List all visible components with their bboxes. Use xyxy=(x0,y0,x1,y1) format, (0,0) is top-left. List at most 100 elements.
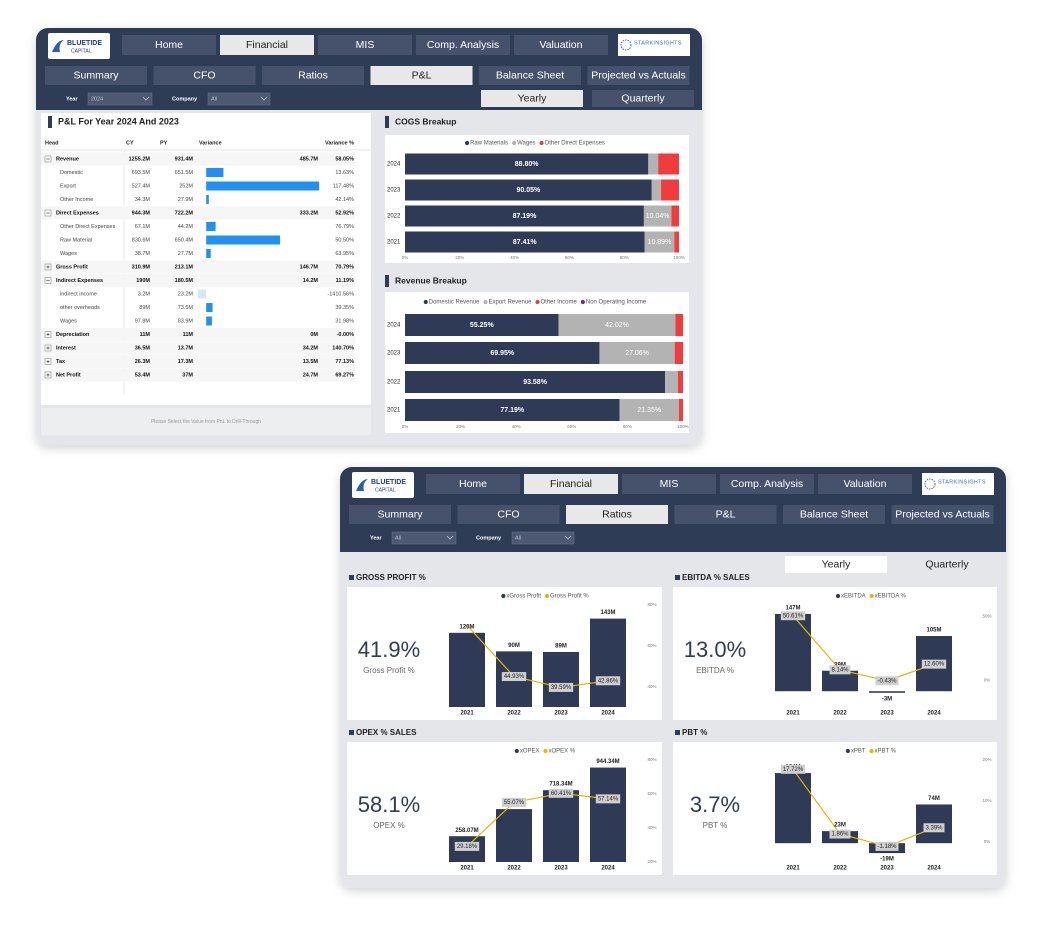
nav-button[interactable] xyxy=(720,474,814,494)
nav-button[interactable] xyxy=(622,474,716,494)
category-label: 2022 xyxy=(387,380,401,386)
x-tick-label: 2021 xyxy=(786,711,800,717)
tab-button[interactable] xyxy=(457,505,560,524)
nav-button[interactable] xyxy=(818,474,912,494)
row-head: Wages xyxy=(60,251,77,257)
row-py: 17.3M xyxy=(178,359,194,365)
kpi-value: 13.0% xyxy=(684,637,746,662)
nav-button[interactable] xyxy=(220,35,314,55)
filter-label: Year xyxy=(66,96,78,102)
period-button[interactable] xyxy=(785,556,887,573)
logo-name: BLUETIDE xyxy=(67,40,102,47)
nav-button[interactable] xyxy=(426,474,520,494)
line-label-box xyxy=(780,764,806,774)
row-variance-pct: 70.79% xyxy=(335,264,354,270)
row-cy: 944.3M xyxy=(132,210,151,216)
drill-note: Please Select the Value from PnL to Dril… xyxy=(151,419,261,425)
row-band xyxy=(41,206,355,220)
x-tick-label: 2024 xyxy=(601,866,615,872)
tab-button[interactable] xyxy=(891,505,994,524)
row-py: 651.5M xyxy=(175,170,194,176)
filter-dropdown[interactable] xyxy=(511,531,575,545)
tab-label: Ratios xyxy=(602,508,632,520)
row-py: 27.7M xyxy=(178,251,194,257)
variance-bar xyxy=(206,181,320,191)
tab-button[interactable] xyxy=(45,66,147,85)
tab-button[interactable] xyxy=(153,66,256,85)
tab-button[interactable] xyxy=(262,66,364,85)
tab-button[interactable] xyxy=(674,505,777,524)
row-variance-pct: 31.98% xyxy=(335,318,354,324)
nav-button[interactable] xyxy=(524,474,618,494)
filter-label: Year xyxy=(370,535,382,541)
filter-dropdown[interactable] xyxy=(391,531,457,545)
row-variance: 485.7M xyxy=(300,156,319,162)
tab-button[interactable] xyxy=(370,66,473,85)
variance-bar xyxy=(198,289,207,299)
row-cy: 527.4M xyxy=(132,183,151,189)
row-py: 23.2M xyxy=(178,291,194,297)
tab-button[interactable] xyxy=(783,505,885,524)
line-label: 50.61% xyxy=(783,613,804,619)
legend-label: xEBITDA % xyxy=(875,594,907,600)
line-label-box xyxy=(595,794,621,804)
period-button[interactable] xyxy=(481,90,583,107)
line-label-box xyxy=(501,797,527,807)
tab-button[interactable] xyxy=(566,505,668,524)
period-button[interactable] xyxy=(592,90,694,107)
legend-label: Domestic Revenue xyxy=(429,300,480,306)
kpi-label: Gross Profit % xyxy=(363,666,415,675)
filter-value: All xyxy=(395,535,401,541)
period-label: Yearly xyxy=(518,92,548,104)
row-py: 73.5M xyxy=(178,305,194,311)
row-py: 722.2M xyxy=(175,210,194,216)
bar-label: 143M xyxy=(600,610,615,616)
nav-button[interactable] xyxy=(514,35,608,55)
row-head: Other Income xyxy=(60,197,93,203)
filter-dropdown[interactable] xyxy=(87,92,153,106)
nav-button[interactable] xyxy=(122,35,216,55)
x-tick-label: 2024 xyxy=(927,866,941,872)
legend-marker xyxy=(835,593,841,599)
row-variance: 13.5M xyxy=(303,359,319,365)
tab-button[interactable] xyxy=(349,505,451,524)
legend-label: Export Revenue xyxy=(488,300,532,306)
row-cy: 693.5M xyxy=(132,170,151,176)
row-band xyxy=(41,274,355,287)
bar xyxy=(775,613,811,692)
row-variance-pct: -1410.56% xyxy=(327,291,354,297)
data-label: 87.19% xyxy=(513,213,538,220)
period-label: Quarterly xyxy=(925,558,969,570)
legend-label: Non Operating Income xyxy=(586,300,647,306)
x-tick-label: 20% xyxy=(456,424,465,429)
nav-label: Home xyxy=(459,478,487,490)
row-py: 213.1M xyxy=(175,264,194,270)
legend-label: xPBT % xyxy=(875,749,897,755)
variance-bar xyxy=(206,303,213,312)
row-py: 11M xyxy=(183,332,194,338)
line-label-box xyxy=(595,676,621,686)
x-tick-label: 2023 xyxy=(880,711,894,717)
legend-label: Raw Materials xyxy=(470,141,508,147)
tab-button[interactable] xyxy=(587,66,690,85)
y2-tick-label: 40% xyxy=(647,684,656,689)
line xyxy=(792,615,935,682)
line-label-box xyxy=(923,823,945,833)
bar-segment xyxy=(665,371,678,393)
bar-segment xyxy=(658,153,679,175)
title-marker xyxy=(48,116,52,128)
kpi-label: PBT % xyxy=(703,821,728,830)
filter-dropdown[interactable] xyxy=(207,92,271,106)
line-label: 42.86% xyxy=(598,678,619,684)
nav-label: Valuation xyxy=(843,478,886,490)
title-marker xyxy=(385,275,389,287)
legend-marker xyxy=(869,593,874,599)
nav-button[interactable] xyxy=(318,35,412,55)
line-label-box xyxy=(921,659,947,669)
legend-marker xyxy=(514,748,519,754)
kpi-label: OPEX % xyxy=(373,821,405,830)
legend: xPBT xPBT % xyxy=(845,749,897,755)
tab-button[interactable] xyxy=(479,66,581,85)
nav-button[interactable] xyxy=(416,35,510,55)
column-header: Variance xyxy=(199,140,222,146)
